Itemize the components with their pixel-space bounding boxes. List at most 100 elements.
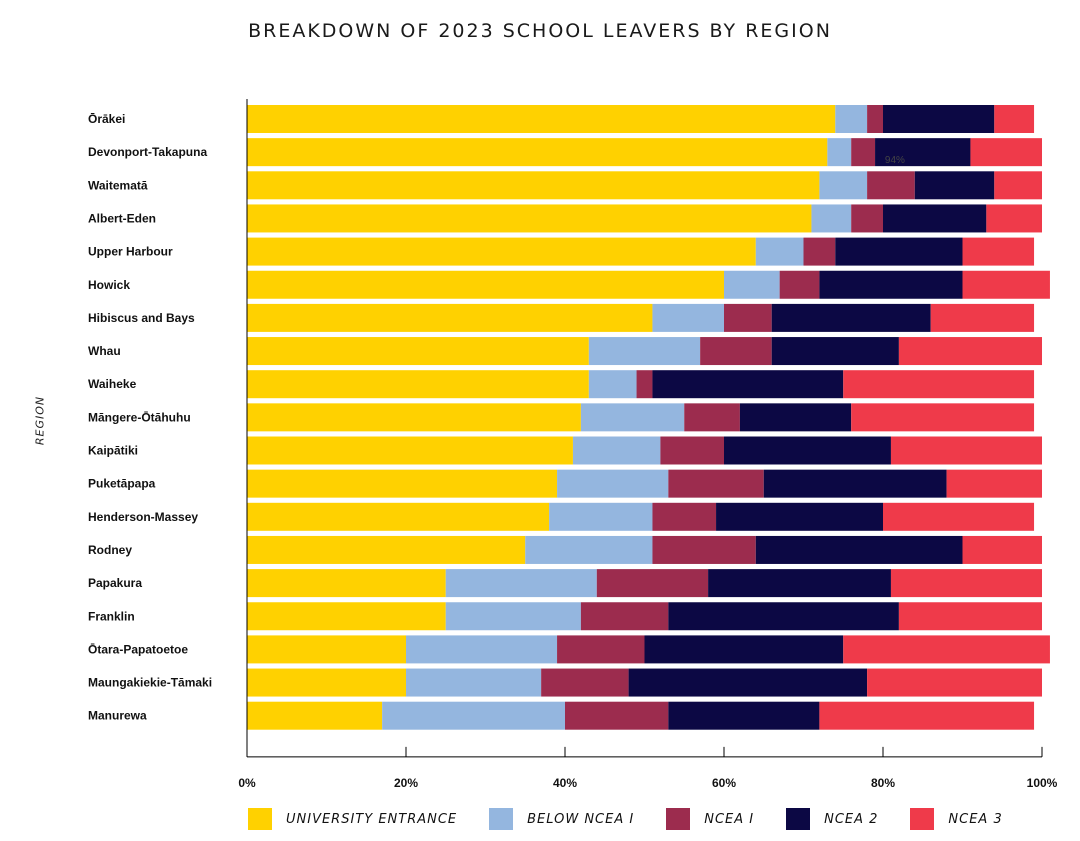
bar-segment [843,370,1035,399]
bar-segment [970,138,1042,167]
bar-segment [588,370,637,399]
bar-segment [883,105,995,133]
bar-segment [247,602,446,631]
bar-segment [247,303,653,332]
bar-segment [835,105,868,133]
bar-segment [875,138,971,167]
bar-segment [883,502,1035,531]
bar-segment [843,635,1050,664]
bar-segment [247,569,446,598]
bar-segment [962,237,1035,266]
bar-segment [867,105,883,133]
bar-segment [898,602,1042,631]
category-label: Ōrākei [88,112,125,126]
bar-segment [724,270,780,299]
bar-segment [668,469,764,498]
bar-segment [763,469,947,498]
x-tick-label: 40% [553,776,577,790]
bar-segment [946,469,1042,498]
bar-segment [565,701,669,730]
category-label: Franklin [88,609,135,623]
bar-segment [898,337,1042,366]
category-label: Rodney [88,543,132,557]
category-label: Waiheke [88,377,137,391]
bar-segment [668,602,899,631]
bar-segment [247,337,589,366]
legend-item: NCEA 2 [786,808,878,830]
bar-segment [525,535,653,564]
chart-title: BREAKDOWN OF 2023 SCHOOL LEAVERS BY REGI… [248,20,832,42]
x-tick-label: 0% [238,776,256,790]
bar-segment [549,502,653,531]
bar-segment [755,535,963,564]
legend-swatch [786,808,811,830]
bar-segment [580,602,669,631]
x-tick-label: 100% [1027,776,1058,790]
bar-segment [962,535,1042,564]
category-label: Kaipātiki [88,444,138,458]
bar-segment [930,303,1035,332]
category-label: Papakura [88,576,142,590]
bar-segment [867,668,1042,697]
category-label: Devonport-Takapuna [88,145,207,159]
bar-segment [247,270,724,299]
bar-segment [835,237,963,266]
category-label: Maungakiekie-Tāmaki [88,676,212,690]
annotation-label: 94% [885,155,905,166]
bar-segment [247,138,828,167]
bar-segment [771,303,931,332]
bar-segment [819,701,1035,730]
category-label: Whau [88,344,121,358]
bar-segment [994,105,1035,133]
bar-segment [668,701,820,730]
bar-segment [628,668,868,697]
bar-segment [247,535,526,564]
bar-segment [811,204,852,233]
bar-segment [247,370,589,399]
bar-segment [708,569,891,598]
legend-swatch [666,808,691,830]
bar-segment [994,171,1042,200]
bar-segment [684,403,740,432]
bar-segment [660,436,724,465]
legend-item: UNIVERSITY ENTRANCE [248,808,457,830]
bar-segment [572,436,661,465]
bar-segment [986,204,1042,233]
legend-label: NCEA I [704,811,755,827]
bar-segment [851,403,1035,432]
bar-segment [739,403,852,432]
bar-segment [652,370,844,399]
legend-swatch [248,808,272,830]
bar-segment [914,171,995,200]
bar-segment [247,668,406,697]
bar-segment [636,370,653,399]
legend: UNIVERSITY ENTRANCE BELOW NCEA I NCEA I NCE… [248,808,1035,830]
bar-segment [247,436,573,465]
x-tick-label: 20% [394,776,418,790]
legend-label: UNIVERSITY ENTRANCE [286,811,458,827]
bar-segment [962,270,1050,299]
bar-segment [724,303,772,332]
bar-segment [406,668,542,697]
bar-segment [819,171,868,200]
category-label: Howick [88,278,130,292]
legend-item: NCEA 3 [910,808,1002,830]
bar-segment [652,502,717,531]
bar-segment [851,138,876,167]
legend-label: BELOW NCEA I [527,811,635,827]
legend-item: NCEA I [666,808,754,830]
bar-segment [382,701,565,730]
bar-segment [445,569,597,598]
bar-segment [247,701,383,730]
stacked-bar-chart: Ōrākei Devonport-Takapuna Waitematā Albert-… [88,99,1058,790]
bar-segment [890,436,1042,465]
category-labels: Ōrākei Devonport-Takapuna Waitematā Albert-… [88,112,212,723]
bar-segment [580,403,685,432]
bar-segment [247,502,550,531]
bar-segment [596,569,709,598]
bar-segment [867,171,915,200]
legend-swatch [489,808,514,830]
x-tick-label: 80% [871,776,895,790]
bar-segment [755,237,804,266]
bar-segment [247,403,581,432]
